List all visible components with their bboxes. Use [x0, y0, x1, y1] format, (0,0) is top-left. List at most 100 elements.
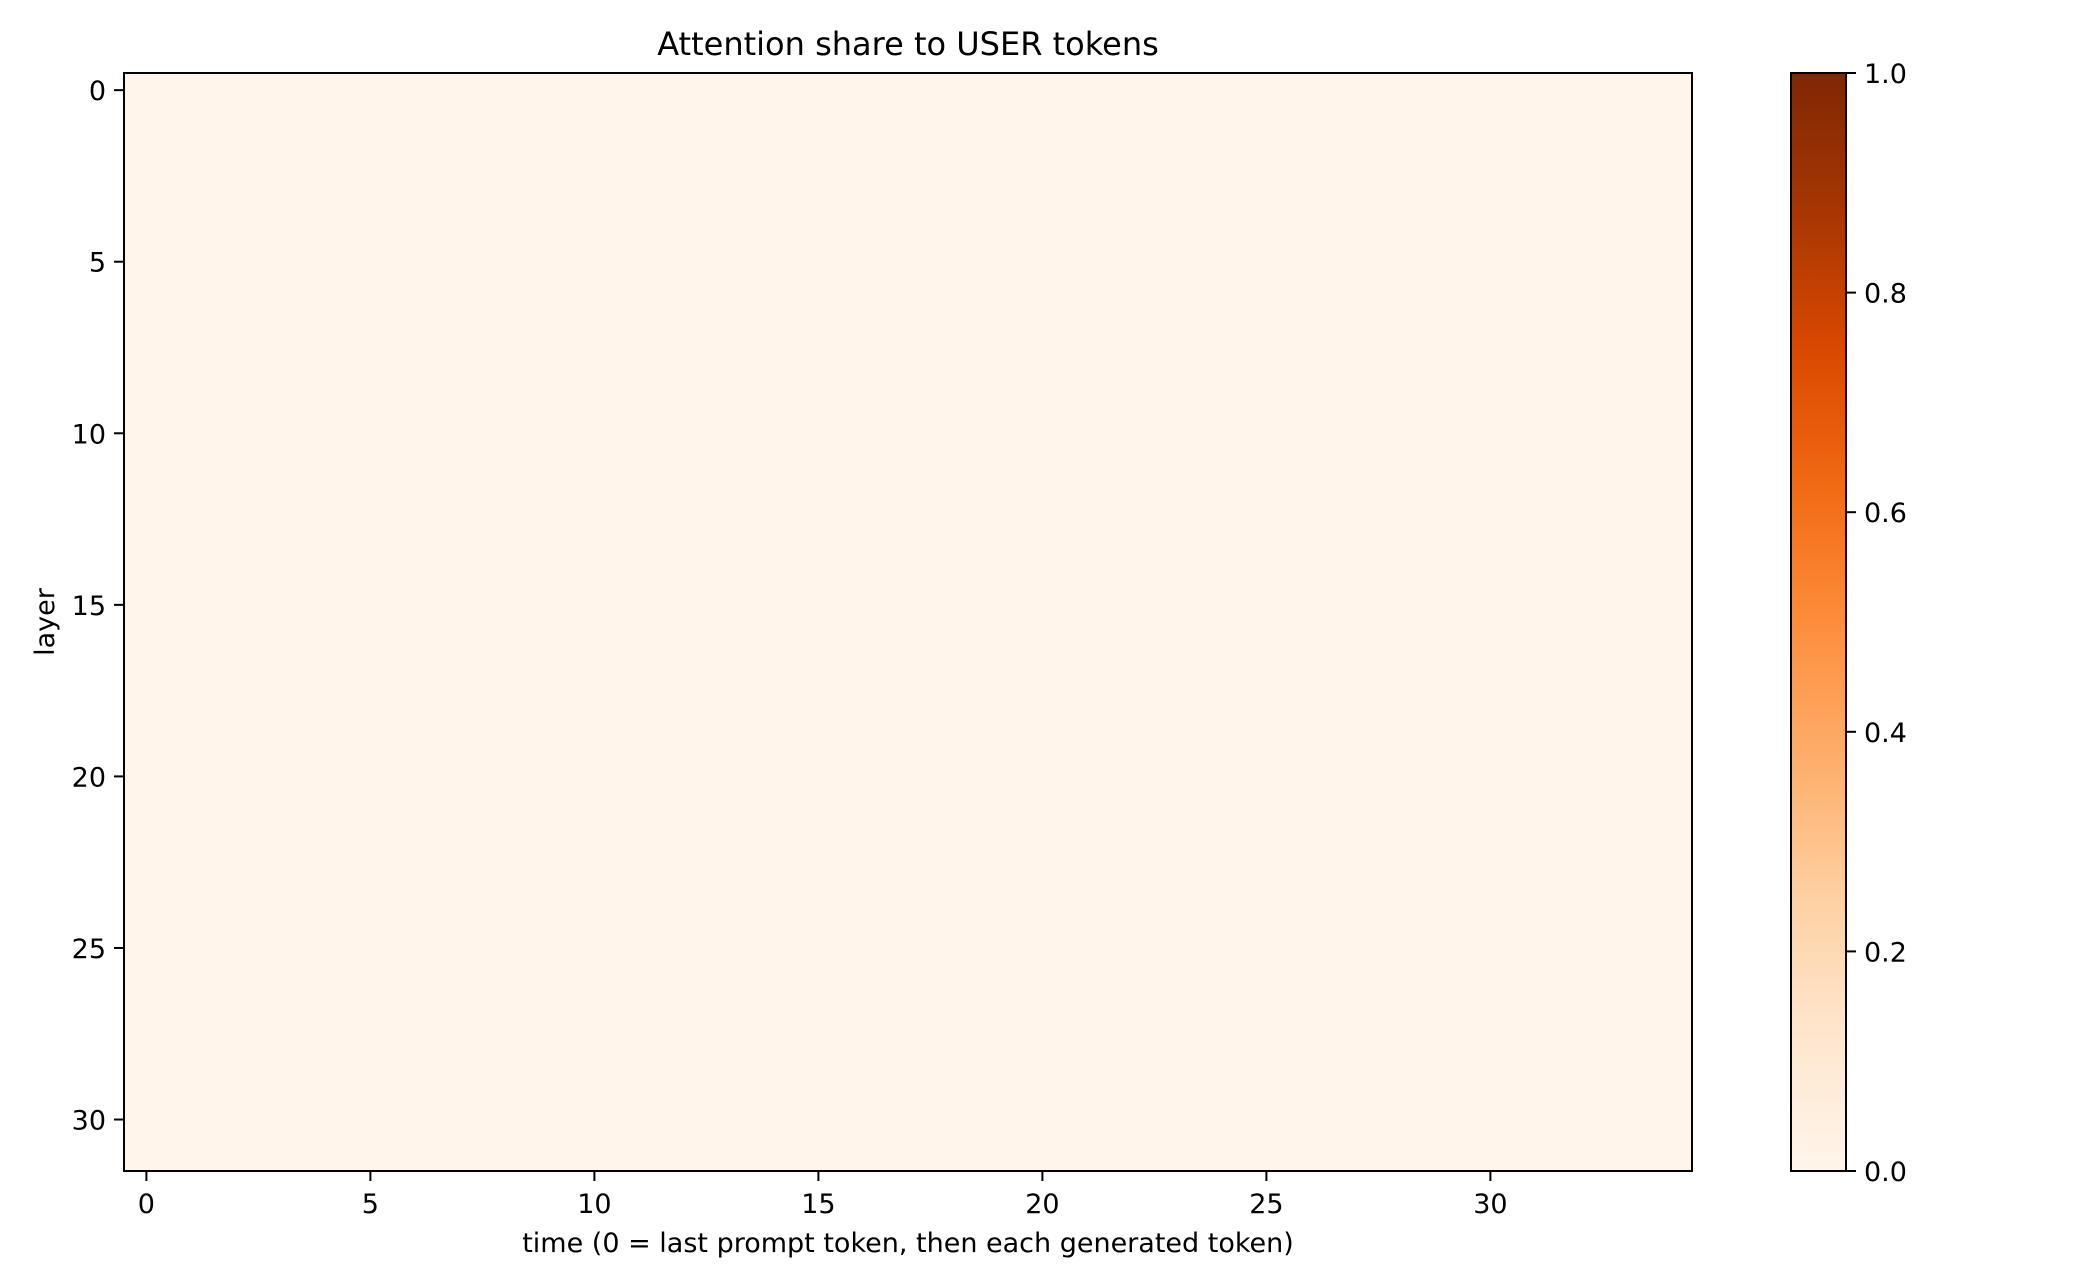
heatmap-cell	[1602, 724, 1648, 760]
heatmap-cell	[1378, 759, 1424, 795]
heatmap-cell	[661, 1033, 707, 1069]
heatmap-cell	[975, 519, 1021, 554]
heatmap-cell	[1244, 1102, 1290, 1138]
heatmap-cell	[527, 896, 573, 932]
heatmap-cell	[1020, 1068, 1066, 1103]
heatmap-cell	[1020, 896, 1066, 932]
heatmap-cell	[1557, 73, 1603, 108]
heatmap-cell	[661, 1136, 707, 1172]
heatmap-cell	[751, 381, 797, 417]
heatmap-cell	[661, 759, 707, 795]
heatmap-cell	[527, 1102, 573, 1138]
heatmap-cell	[975, 896, 1021, 932]
heatmap-cell	[1333, 656, 1379, 692]
heatmap-cell	[1154, 244, 1200, 280]
heatmap-cell	[1244, 999, 1290, 1035]
heatmap-cell	[124, 1033, 170, 1069]
heatmap-cell	[885, 175, 931, 211]
x-axis-ticks: 0 5 10 15 20 25 30	[138, 1171, 1508, 1220]
heatmap-cell	[168, 690, 215, 726]
heatmap-cell	[124, 965, 170, 1001]
heatmap-cell	[348, 656, 394, 692]
heatmap-cell	[1244, 450, 1290, 486]
heatmap-cell	[1244, 141, 1290, 177]
heatmap-cell	[258, 553, 304, 589]
heatmap-cell	[1468, 1033, 1514, 1069]
heatmap-cell	[751, 278, 797, 314]
heatmap-cell	[348, 896, 394, 932]
heatmap-cell	[168, 1068, 215, 1103]
heatmap-cell	[1512, 965, 1559, 1001]
heatmap-cell	[392, 416, 439, 452]
heatmap-cell	[1378, 553, 1424, 589]
heatmap-cell	[1064, 896, 1111, 932]
heatmap-cell	[1154, 965, 1200, 1001]
heatmap-cell	[213, 484, 259, 520]
heatmap-cell	[616, 175, 663, 211]
heatmap-cell	[527, 999, 573, 1035]
heatmap-cell	[168, 999, 215, 1035]
heatmap-cell	[1020, 1136, 1066, 1172]
heatmap-cell	[1602, 519, 1648, 554]
heatmap-cell	[1020, 724, 1066, 760]
heatmap-cell	[975, 175, 1021, 211]
heatmap-cell	[1199, 1102, 1245, 1138]
heatmap-cell	[661, 141, 707, 177]
heatmap-cell	[348, 278, 394, 314]
heatmap-cell	[213, 999, 259, 1035]
heatmap-cell	[258, 73, 304, 108]
heatmap-cell	[1602, 1102, 1648, 1138]
heatmap-cell	[213, 587, 259, 623]
heatmap-cell	[751, 965, 797, 1001]
heatmap-cell	[1020, 175, 1066, 211]
y-tick-label: 10	[72, 419, 106, 450]
heatmap-cell	[1378, 484, 1424, 520]
heatmap-cell	[213, 862, 259, 898]
colorbar-ticks: 0.0 0.2 0.4 0.6 0.8 1.0	[1846, 59, 1907, 1188]
heatmap-cell	[840, 587, 887, 623]
heatmap-cell	[213, 827, 259, 863]
heatmap-cell	[1199, 587, 1245, 623]
heatmap-cell	[661, 553, 707, 589]
heatmap-cell	[1064, 622, 1111, 657]
heatmap-cell	[527, 450, 573, 486]
heatmap-cell	[796, 1068, 842, 1103]
heatmap-cell	[1154, 347, 1200, 383]
heatmap-cell	[348, 313, 394, 349]
heatmap-cell	[572, 896, 618, 932]
heatmap-cell	[1199, 1068, 1245, 1103]
heatmap-cell	[1244, 553, 1290, 589]
heatmap-cell	[168, 896, 215, 932]
heatmap-cell	[930, 519, 976, 554]
heatmap-cell	[1020, 381, 1066, 417]
heatmap-cell	[975, 381, 1021, 417]
heatmap-cell	[1199, 484, 1245, 520]
colorbar-frame	[1790, 72, 1847, 1172]
heatmap-cell	[1244, 416, 1290, 452]
heatmap-cell	[1020, 278, 1066, 314]
heatmap-cell	[1647, 1136, 1693, 1172]
heatmap-cell	[1333, 73, 1379, 108]
heatmap-cell	[930, 896, 976, 932]
heatmap-cell	[751, 862, 797, 898]
heatmap-cell	[527, 827, 573, 863]
heatmap-cell	[1557, 656, 1603, 692]
heatmap-cell	[1288, 519, 1335, 554]
heatmap-cell	[258, 244, 304, 280]
heatmap-cell	[1288, 1033, 1335, 1069]
heatmap-cell	[1557, 313, 1603, 349]
heatmap-cell	[1647, 827, 1693, 863]
heatmap-cell	[930, 1068, 976, 1103]
heatmap-cell	[1109, 587, 1155, 623]
heatmap-cell	[796, 313, 842, 349]
heatmap-cell	[437, 347, 483, 383]
heatmap-cell	[1199, 175, 1245, 211]
heatmap-cell	[572, 381, 618, 417]
heatmap-cell	[1064, 827, 1111, 863]
heatmap-cell	[1333, 381, 1379, 417]
heatmap-cell	[392, 1033, 439, 1069]
heatmap-cell	[1557, 553, 1603, 589]
heatmap-cell	[796, 73, 842, 108]
heatmap-cell	[885, 244, 931, 280]
